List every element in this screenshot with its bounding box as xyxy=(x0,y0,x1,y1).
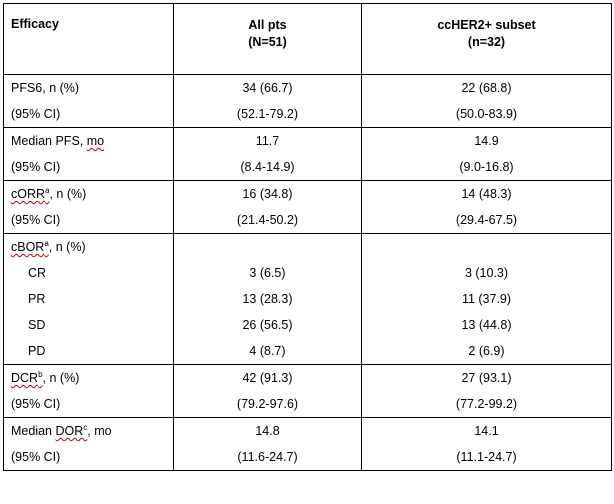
subset-value: 27 (93.1) xyxy=(461,371,512,385)
row-label: cORRa, n (%) xyxy=(4,181,173,207)
table-row-dcr: DCRb, n (%) (95% CI) 42 (91.3) (79.2-97.… xyxy=(3,364,612,418)
subset-cell: 14.9 (9.0-16.8) xyxy=(361,127,612,181)
table-row-median-pfs: Median PFS, mo (95% CI) 11.7 (8.4-14.9) … xyxy=(3,127,612,181)
header-all-pts: All pts (N=51) xyxy=(173,3,362,75)
all-pts-value: 16 (34.8) xyxy=(242,187,293,201)
subset-value-cr: 3 (10.3) xyxy=(464,266,509,280)
table-header-row: Efficacy All pts (N=51) ccHER2+ subset (… xyxy=(3,3,612,75)
ci-label: (95% CI) xyxy=(11,107,61,121)
ci-label: (95% CI) xyxy=(11,450,61,464)
row-label-cell: DCRb, n (%) (95% CI) xyxy=(3,364,174,418)
row-label: DCRb, n (%) xyxy=(4,365,173,391)
label-suffix: , n (%) xyxy=(42,371,80,385)
subset-ci: (9.0-16.8) xyxy=(459,160,514,174)
table-row-corr: cORRa, n (%) (95% CI) 16 (34.8) (21.4-50… xyxy=(3,180,612,234)
subset-value: 14.1 xyxy=(474,424,499,438)
all-pts-ci: (79.2-97.6) xyxy=(236,397,299,411)
row-label-cell: PFS6, n (%) (95% CI) xyxy=(3,74,174,128)
row-label-cell: cBORa, n (%) CR PR SD PD xyxy=(3,233,174,365)
table-row-median-dor: Median DORc, mo (95% CI) 14.8 (11.6-24.7… xyxy=(3,417,612,471)
row-label-cell: Median PFS, mo (95% CI) xyxy=(3,127,174,181)
header-efficacy-label: Efficacy xyxy=(11,17,59,31)
all-pts-value-pr: 13 (28.3) xyxy=(242,292,293,306)
ci-label: (95% CI) xyxy=(11,213,61,227)
sub-label-cr: CR xyxy=(28,266,47,280)
subset-value: 14.9 xyxy=(474,134,499,148)
all-pts-ci: (52.1-79.2) xyxy=(236,107,299,121)
header-all-pts-title: All pts xyxy=(248,18,287,32)
subset-cell: 14.1 (11.1-24.7) xyxy=(361,417,612,471)
table-row-cbor: cBORa, n (%) CR PR SD PD 3 (6.5) 13 (28.… xyxy=(3,233,612,365)
subset-value-pr: 11 (37.9) xyxy=(461,292,512,306)
subset-value-sd: 13 (44.8) xyxy=(461,318,512,332)
footnote-marker: b xyxy=(38,369,43,379)
footnote-marker: a xyxy=(45,185,50,195)
subset-cell: 14 (48.3) (29.4-67.5) xyxy=(361,180,612,234)
ci-label: (95% CI) xyxy=(11,397,61,411)
label-abbrev: cBOR xyxy=(11,240,45,254)
label-main: cBORa xyxy=(11,238,49,254)
header-all-pts-n: (N=51) xyxy=(248,35,287,49)
all-pts-cell: 11.7 (8.4-14.9) xyxy=(173,127,362,181)
label-suffix: , n (%) xyxy=(48,240,86,254)
label-text: Median PFS, xyxy=(11,134,87,148)
all-pts-value: 34 (66.7) xyxy=(242,81,293,95)
all-pts-ci: (21.4-50.2) xyxy=(236,213,299,227)
all-pts-ci: (11.6-24.7) xyxy=(237,450,298,464)
header-subset-title: ccHER2+ subset xyxy=(437,18,536,32)
label-abbrev: cORR xyxy=(11,187,46,201)
all-pts-value: 14.8 xyxy=(255,424,280,438)
all-pts-value-pd: 4 (8.7) xyxy=(249,344,286,358)
subset-ci: (29.4-67.5) xyxy=(455,213,518,227)
row-label: PFS6, n (%) xyxy=(11,81,80,95)
label-text: Median xyxy=(11,424,56,438)
all-pts-cell: 16 (34.8) (21.4-50.2) xyxy=(173,180,362,234)
label-unit: mo xyxy=(86,134,105,148)
spacer xyxy=(174,234,361,260)
label-abbrev: DOR xyxy=(55,424,84,438)
label-main: cORRa xyxy=(11,185,50,201)
sub-label-pd: PD xyxy=(28,344,46,358)
label-main: DORc xyxy=(55,422,88,438)
label-main: DCRb xyxy=(11,369,43,385)
footnote-marker: c xyxy=(83,422,88,432)
row-label-cell: cORRa, n (%) (95% CI) xyxy=(3,180,174,234)
subset-cell: 22 (68.8) (50.0-83.9) xyxy=(361,74,612,128)
label-suffix: , n (%) xyxy=(49,187,87,201)
subset-ci: (11.1-24.7) xyxy=(456,450,517,464)
subset-ci: (50.0-83.9) xyxy=(455,107,518,121)
subset-ci: (77.2-99.2) xyxy=(455,397,518,411)
all-pts-cell: 42 (91.3) (79.2-97.6) xyxy=(173,364,362,418)
subset-cell: 3 (10.3) 11 (37.9) 13 (44.8) 2 (6.9) xyxy=(361,233,612,365)
all-pts-ci: (8.4-14.9) xyxy=(240,160,295,174)
header-subset: ccHER2+ subset (n=32) xyxy=(361,3,612,75)
row-label-cell: Median DORc, mo (95% CI) xyxy=(3,417,174,471)
all-pts-value-sd: 26 (56.5) xyxy=(242,318,293,332)
row-label: cBORa, n (%) xyxy=(4,234,173,260)
footnote-marker: a xyxy=(44,238,49,248)
subset-value-pd: 2 (6.9) xyxy=(468,344,505,358)
efficacy-table: Efficacy All pts (N=51) ccHER2+ subset (… xyxy=(3,3,612,471)
subset-value: 14 (48.3) xyxy=(461,187,512,201)
all-pts-value: 42 (91.3) xyxy=(242,371,293,385)
ci-label: (95% CI) xyxy=(11,160,61,174)
sub-label-sd: SD xyxy=(28,318,46,332)
label-suffix: , mo xyxy=(87,424,112,438)
all-pts-cell: 34 (66.7) (52.1-79.2) xyxy=(173,74,362,128)
row-label: Median PFS, mo xyxy=(4,128,173,154)
header-efficacy: Efficacy xyxy=(3,3,174,75)
row-label: Median DORc, mo xyxy=(4,418,173,444)
sub-label-pr: PR xyxy=(28,292,46,306)
spacer xyxy=(362,234,611,260)
all-pts-value-cr: 3 (6.5) xyxy=(249,266,286,280)
label-abbrev: DCR xyxy=(11,371,39,385)
subset-value: 22 (68.8) xyxy=(461,81,512,95)
all-pts-value: 11.7 xyxy=(255,134,280,148)
all-pts-cell: 14.8 (11.6-24.7) xyxy=(173,417,362,471)
table-row-pfs6: PFS6, n (%) (95% CI) 34 (66.7) (52.1-79.… xyxy=(3,74,612,128)
header-subset-n: (n=32) xyxy=(467,35,506,49)
all-pts-cell: 3 (6.5) 13 (28.3) 26 (56.5) 4 (8.7) xyxy=(173,233,362,365)
subset-cell: 27 (93.1) (77.2-99.2) xyxy=(361,364,612,418)
